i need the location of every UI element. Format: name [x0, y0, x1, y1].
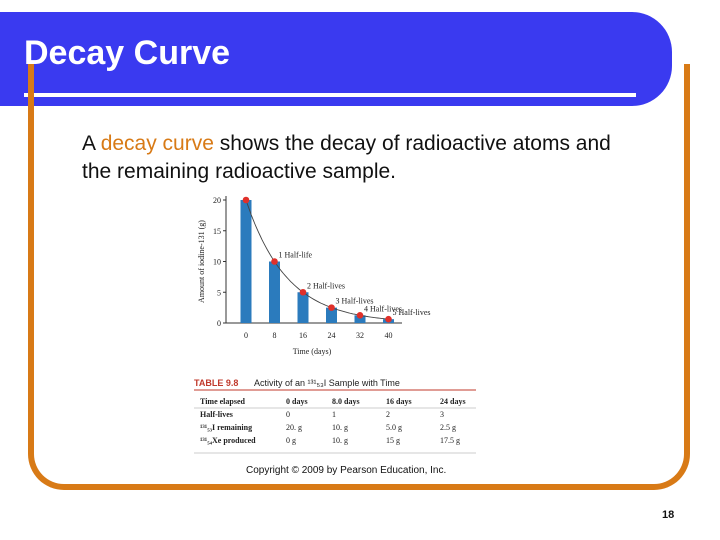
x-tick-label: 24: [328, 331, 336, 340]
bar: [269, 261, 280, 323]
decay-curve: [245, 199, 391, 320]
intro-text: A decay curve shows the decay of radioac…: [82, 130, 642, 186]
y-tick-label: 5: [217, 288, 221, 297]
y-axis-label: Amount of iodine-131 (g): [197, 220, 206, 303]
copyright-text: Copyright © 2009 by Pearson Education, I…: [246, 465, 447, 476]
table-row-label: ¹³¹₅₃I remaining: [200, 423, 252, 432]
y-tick-label: 10: [213, 258, 221, 267]
table-cell: 0 days: [286, 397, 308, 406]
half-life-label: 2 Half-lives: [307, 281, 345, 290]
table-cell: 2: [386, 410, 390, 419]
decay-chart: 0 5 10 15 20 0 8 16 24 32 40 1 Half-life 2 Half-live…: [197, 196, 431, 356]
table-cell: 24 days: [440, 397, 466, 406]
x-tick-label: 8: [273, 331, 277, 340]
half-life-label: 3 Half-lives: [336, 297, 374, 306]
table-cell: 16 days: [386, 397, 412, 406]
x-tick-label: 40: [385, 331, 393, 340]
table-cell: 17.5 g: [440, 436, 460, 445]
activity-table: TABLE 9.8 Activity of an ¹³¹₅₃I Sample wi…: [194, 378, 476, 454]
data-point: [242, 196, 250, 204]
table-caption-prefix: TABLE 9.8: [194, 378, 238, 388]
table-cell: 10. g: [332, 436, 348, 445]
table-caption: Activity of an ¹³¹₅₃I Sample with Time: [254, 378, 400, 388]
bar: [326, 307, 337, 323]
half-life-label: 4 Half-lives: [364, 304, 402, 313]
bar: [297, 292, 309, 323]
y-tick-label: 0: [217, 319, 221, 328]
x-tick-label: 0: [244, 331, 248, 340]
table-cell: 20. g: [286, 423, 302, 432]
slide-frame: [28, 64, 690, 490]
table-cell: 2.5 g: [440, 423, 456, 432]
table-cell: 10. g: [332, 423, 348, 432]
y-tick-label: 15: [213, 227, 221, 236]
x-tick-label: 16: [299, 331, 307, 340]
table-cell: 0 g: [286, 436, 296, 445]
x-tick-label: 32: [356, 331, 364, 340]
half-life-label: 1 Half-life: [279, 251, 313, 260]
title-underline: [24, 93, 636, 97]
x-axis-label: Time (days): [293, 347, 332, 356]
bar: [354, 315, 366, 323]
table-cell: 8.0 days: [332, 397, 360, 406]
half-life-label: 5 Half-lives: [393, 308, 431, 317]
y-tick-label: 20: [213, 196, 221, 205]
intro-prefix: A: [82, 132, 101, 155]
table-cell: 1: [332, 410, 336, 419]
table-cell: 3: [440, 410, 444, 419]
table-row-label: Half-lives: [200, 410, 233, 419]
table-row-label: Time elapsed: [200, 397, 246, 406]
data-point: [356, 312, 364, 319]
table-cell: 15 g: [386, 436, 400, 445]
table-cell: 0: [286, 410, 290, 419]
data-point: [328, 304, 335, 311]
data-point: [299, 288, 307, 296]
bar: [240, 200, 252, 323]
page-number: 18: [662, 509, 675, 521]
intro-rest: shows the decay of radioactive atoms and…: [82, 132, 611, 183]
table-row-label: ¹³¹₅₄Xe produced: [200, 436, 256, 445]
data-point: [385, 315, 392, 323]
table-cell: 5.0 g: [386, 423, 402, 432]
intro-highlight: decay curve: [100, 132, 214, 155]
data-point: [271, 258, 278, 265]
title-bar: [0, 12, 672, 106]
